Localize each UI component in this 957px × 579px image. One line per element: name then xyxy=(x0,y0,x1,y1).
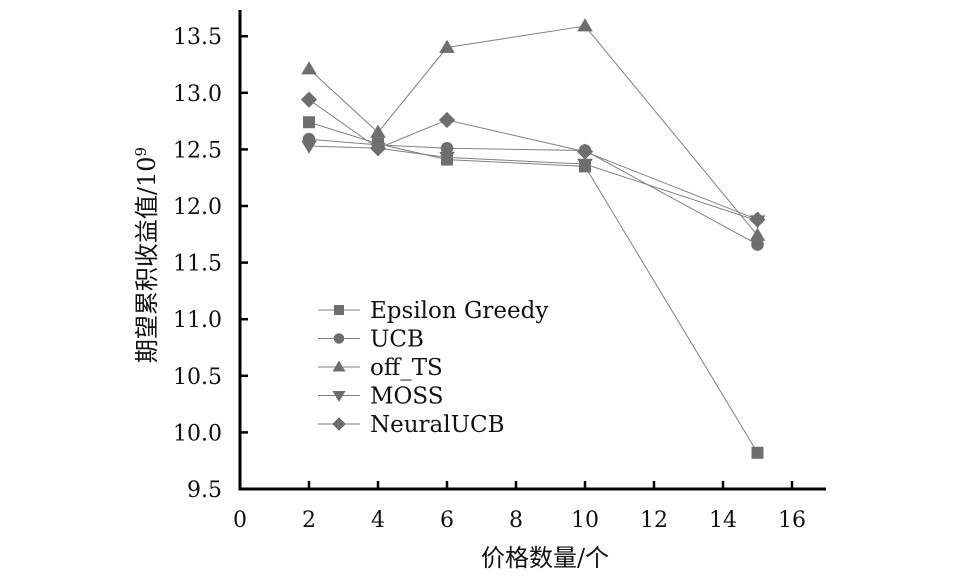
x-tick-label: 8 xyxy=(509,508,523,533)
axes xyxy=(238,10,826,491)
legend-item: off_TS xyxy=(318,355,443,381)
y-axis-title: 期望累积收益值/109 xyxy=(132,147,161,363)
data-point-marker xyxy=(440,141,454,155)
data-point-marker xyxy=(370,124,386,138)
legend-marker xyxy=(332,360,346,372)
legend-item: Epsilon Greedy xyxy=(318,298,548,324)
x-tick-label: 2 xyxy=(302,508,316,533)
y-tick-label: 13.0 xyxy=(173,82,222,107)
data-point-marker xyxy=(751,238,764,251)
legend-item: UCB xyxy=(318,327,424,353)
x-tick-label: 0 xyxy=(233,508,247,533)
legend-marker xyxy=(333,333,345,344)
legend-marker xyxy=(334,305,344,315)
series-layer xyxy=(300,18,766,459)
data-point-marker xyxy=(577,18,593,32)
series-moss xyxy=(301,140,766,229)
legend-label: off_TS xyxy=(370,355,443,381)
series-off-ts xyxy=(301,18,766,241)
y-tick-label: 11.5 xyxy=(173,252,222,277)
data-point-marker xyxy=(577,158,593,172)
y-axis-ticks: 9.5 10.0 10.5 11.0 11.5 12.0 12.5 13.0 13.5 xyxy=(173,25,248,503)
x-tick-label: 4 xyxy=(371,508,385,533)
y-tick-label: 11.0 xyxy=(173,308,222,333)
data-point-marker xyxy=(749,227,766,241)
y-tick-label: 10.5 xyxy=(173,365,222,390)
x-axis-ticks: 0 2 4 6 8 10 12 14 16 xyxy=(233,481,806,533)
data-point-marker xyxy=(301,61,317,75)
series-ucb xyxy=(302,132,764,251)
data-point-marker xyxy=(439,151,455,166)
y-tick-label: 12.0 xyxy=(173,195,222,220)
legend-label: UCB xyxy=(370,327,424,353)
data-point-marker xyxy=(300,91,318,108)
legend-marker xyxy=(332,391,346,402)
y-tick-label: 9.5 xyxy=(187,478,222,503)
data-point-marker xyxy=(439,39,455,53)
y-tick-label: 13.5 xyxy=(173,25,222,50)
x-tick-label: 16 xyxy=(778,508,806,533)
legend-item: MOSS xyxy=(318,384,444,410)
data-point-marker xyxy=(749,211,766,228)
series-neuralucb xyxy=(300,91,766,228)
y-axis-title-superscript: 9 xyxy=(132,147,150,157)
y-tick-label: 12.5 xyxy=(173,138,222,163)
legend-label: MOSS xyxy=(370,384,444,410)
data-point-marker xyxy=(576,143,594,160)
data-point-marker xyxy=(301,140,317,154)
series-line xyxy=(308,145,758,222)
data-point-marker xyxy=(303,116,315,129)
data-point-marker xyxy=(369,140,387,157)
series-line xyxy=(308,99,758,221)
x-tick-label: 14 xyxy=(709,508,737,533)
legend-label: Epsilon Greedy xyxy=(370,298,548,324)
x-tick-label: 10 xyxy=(571,508,599,533)
y-tick-label: 10.0 xyxy=(173,421,222,446)
data-point-marker xyxy=(751,446,764,459)
legend-label: NeuralUCB xyxy=(370,412,505,438)
x-tick-label: 6 xyxy=(440,508,454,533)
series-line xyxy=(308,138,758,245)
x-axis-title: 价格数量/个 xyxy=(481,544,609,572)
data-point-marker xyxy=(438,111,456,129)
legend-item: NeuralUCB xyxy=(318,412,505,438)
x-tick-label: 12 xyxy=(640,508,668,533)
legend-marker xyxy=(332,417,346,431)
